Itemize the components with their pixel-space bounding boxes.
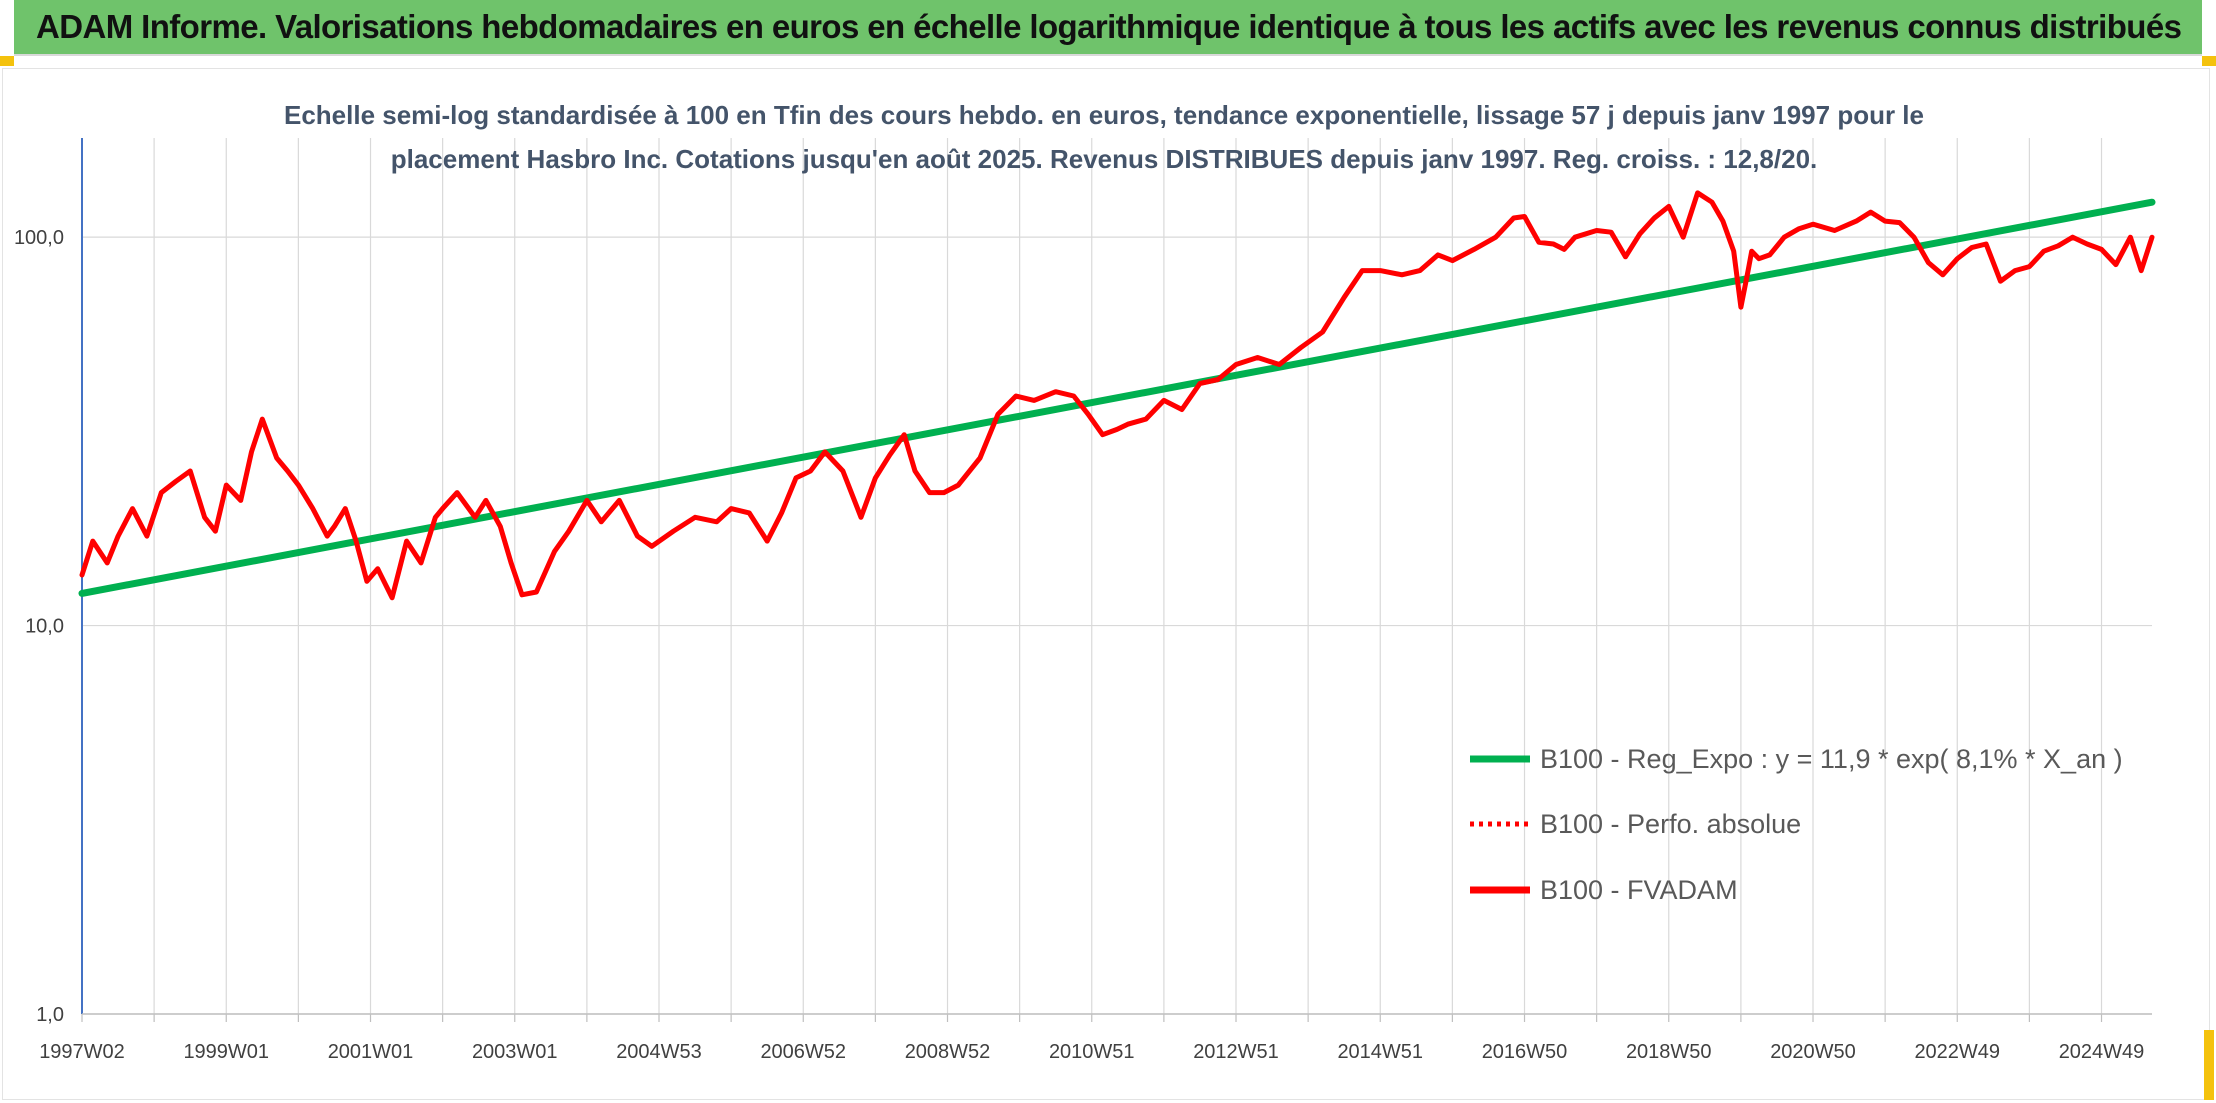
legend-label-fvadam: B100 - FVADAM: [1540, 875, 1738, 905]
grid: [81, 138, 2152, 1022]
chart-subtitle-line-1: Echelle semi-log standardisée à 100 en T…: [284, 100, 1924, 130]
x-tick-label: 2016W50: [1482, 1041, 1568, 1063]
edge-marker: [2204, 1030, 2214, 1100]
x-tick-label: 2024W49: [2059, 1041, 2145, 1063]
x-tick-label: 2014W51: [1337, 1041, 1423, 1063]
corner-marker-right: [2202, 56, 2216, 66]
x-tick-label: 2006W52: [760, 1041, 846, 1063]
y-tick-label: 10,0: [25, 616, 64, 638]
x-tick-label: 2012W51: [1193, 1041, 1279, 1063]
tick-labels: 1,0 10,0 100,0 1997W02 1999W01 2001W01 2003W01…: [14, 227, 2144, 1063]
corner-marker-left: [0, 56, 14, 66]
x-tick-label: 2008W52: [905, 1041, 991, 1063]
axes: [81, 138, 2152, 1015]
legend-label-perfo: B100 - Perfo. absolue: [1540, 809, 1801, 839]
series-line-fvadam: [79, 190, 2155, 601]
x-tick-label: 2003W01: [472, 1041, 558, 1063]
x-tick-label: 2020W50: [1770, 1041, 1856, 1063]
y-tick-label: 100,0: [14, 227, 64, 249]
report-title: ADAM Informe. Valorisations hebdomadaire…: [36, 8, 2182, 45]
y-tick-label: 1,0: [36, 1004, 64, 1026]
x-tick-label: 2004W53: [616, 1041, 702, 1063]
x-tick-label: 2018W50: [1626, 1041, 1712, 1063]
x-tick-label: 2010W51: [1049, 1041, 1135, 1063]
series-line-regression: [78, 198, 2156, 597]
report-header: ADAM Informe. Valorisations hebdomadaire…: [14, 0, 2202, 56]
legend: B100 - Reg_Expo : y = 11,9 * exp( 8,1% *…: [1470, 744, 2123, 905]
chart-subtitle-line-2: placement Hasbro Inc. Cotations jusqu'en…: [391, 144, 1818, 174]
x-tick-label: 2022W49: [1914, 1041, 2000, 1063]
x-tick-label: 1997W02: [39, 1041, 125, 1063]
x-tick-label: 1999W01: [183, 1041, 269, 1063]
x-tick-label: 2001W01: [328, 1041, 414, 1063]
legend-label-regression: B100 - Reg_Expo : y = 11,9 * exp( 8,1% *…: [1540, 744, 2123, 774]
chart-frame: [2, 68, 2210, 1100]
series-group: [78, 190, 2156, 601]
